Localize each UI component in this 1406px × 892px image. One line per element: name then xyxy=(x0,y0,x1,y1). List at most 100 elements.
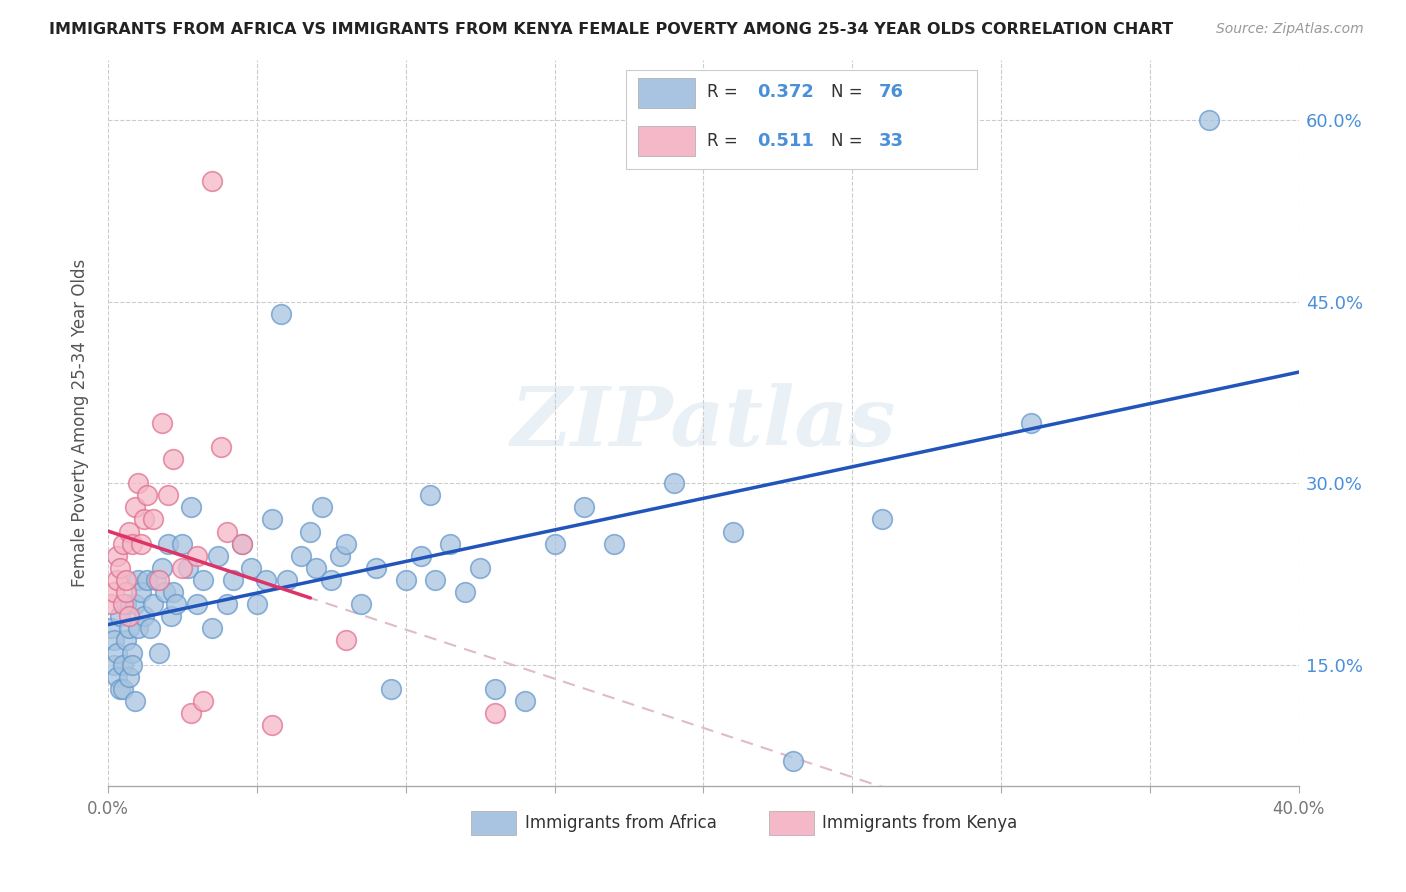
Point xyxy=(105,646,128,660)
Point xyxy=(105,670,128,684)
Text: Source: ZipAtlas.com: Source: ZipAtlas.com xyxy=(1216,22,1364,37)
Point xyxy=(121,536,143,550)
Point xyxy=(180,500,202,515)
Point xyxy=(118,524,141,539)
Point xyxy=(108,561,131,575)
Point xyxy=(186,549,208,563)
Point xyxy=(115,573,138,587)
Point xyxy=(290,549,312,563)
Point xyxy=(105,549,128,563)
Point xyxy=(138,621,160,635)
Point xyxy=(350,597,373,611)
Point xyxy=(870,512,893,526)
Point xyxy=(201,173,224,187)
Point xyxy=(103,585,125,599)
Point xyxy=(111,597,134,611)
Point xyxy=(124,597,146,611)
FancyBboxPatch shape xyxy=(638,126,695,156)
Point xyxy=(150,416,173,430)
Point xyxy=(207,549,229,563)
Point xyxy=(172,536,194,550)
Point xyxy=(115,597,138,611)
Text: R =: R = xyxy=(707,83,742,102)
Point xyxy=(254,573,277,587)
Point xyxy=(124,694,146,708)
Point xyxy=(162,585,184,599)
Point xyxy=(118,621,141,635)
Point xyxy=(239,561,262,575)
Point xyxy=(364,561,387,575)
Point xyxy=(193,573,215,587)
Text: N =: N = xyxy=(831,83,868,102)
Point xyxy=(574,500,596,515)
Point xyxy=(121,646,143,660)
Text: ZIPatlas: ZIPatlas xyxy=(510,383,896,463)
Point xyxy=(1198,113,1220,128)
Point xyxy=(335,536,357,550)
Point xyxy=(513,694,536,708)
Point xyxy=(150,561,173,575)
Point xyxy=(305,561,328,575)
Point xyxy=(142,512,165,526)
Point xyxy=(193,694,215,708)
Point xyxy=(603,536,626,550)
Point xyxy=(115,633,138,648)
Point xyxy=(115,585,138,599)
Point xyxy=(172,561,194,575)
Point xyxy=(782,755,804,769)
Point xyxy=(132,609,155,624)
Text: 76: 76 xyxy=(879,83,904,102)
Point xyxy=(108,609,131,624)
Point xyxy=(425,573,447,587)
Point xyxy=(260,718,283,732)
Point xyxy=(105,573,128,587)
Text: N =: N = xyxy=(831,132,868,150)
Point xyxy=(127,476,149,491)
Point xyxy=(142,597,165,611)
Point xyxy=(103,657,125,672)
Point xyxy=(148,573,170,587)
Point xyxy=(129,585,152,599)
Point xyxy=(276,573,298,587)
Point xyxy=(145,573,167,587)
Point xyxy=(132,512,155,526)
Point xyxy=(135,573,157,587)
Point xyxy=(162,452,184,467)
Point xyxy=(409,549,432,563)
Point xyxy=(721,524,744,539)
Text: 0.372: 0.372 xyxy=(756,83,814,102)
Point xyxy=(166,597,188,611)
Point xyxy=(124,500,146,515)
Point xyxy=(662,476,685,491)
Point xyxy=(329,549,352,563)
Text: R =: R = xyxy=(707,132,742,150)
Text: IMMIGRANTS FROM AFRICA VS IMMIGRANTS FROM KENYA FEMALE POVERTY AMONG 25-34 YEAR : IMMIGRANTS FROM AFRICA VS IMMIGRANTS FRO… xyxy=(49,22,1174,37)
FancyBboxPatch shape xyxy=(626,70,977,169)
Point xyxy=(135,488,157,502)
Point xyxy=(217,524,239,539)
Point xyxy=(118,609,141,624)
Point xyxy=(454,585,477,599)
Point xyxy=(111,657,134,672)
Point xyxy=(484,681,506,696)
Point xyxy=(103,633,125,648)
Point xyxy=(231,536,253,550)
Point xyxy=(156,536,179,550)
Point xyxy=(231,536,253,550)
Text: Immigrants from Africa: Immigrants from Africa xyxy=(524,814,717,832)
Point xyxy=(321,573,343,587)
Point xyxy=(201,621,224,635)
Point xyxy=(395,573,418,587)
Text: Immigrants from Kenya: Immigrants from Kenya xyxy=(823,814,1018,832)
Point xyxy=(111,536,134,550)
Point xyxy=(118,670,141,684)
Point xyxy=(186,597,208,611)
FancyBboxPatch shape xyxy=(769,811,814,835)
Point xyxy=(484,706,506,720)
Point xyxy=(1019,416,1042,430)
Point xyxy=(380,681,402,696)
Point xyxy=(159,609,181,624)
Point xyxy=(156,488,179,502)
Point xyxy=(543,536,565,550)
Point xyxy=(111,681,134,696)
